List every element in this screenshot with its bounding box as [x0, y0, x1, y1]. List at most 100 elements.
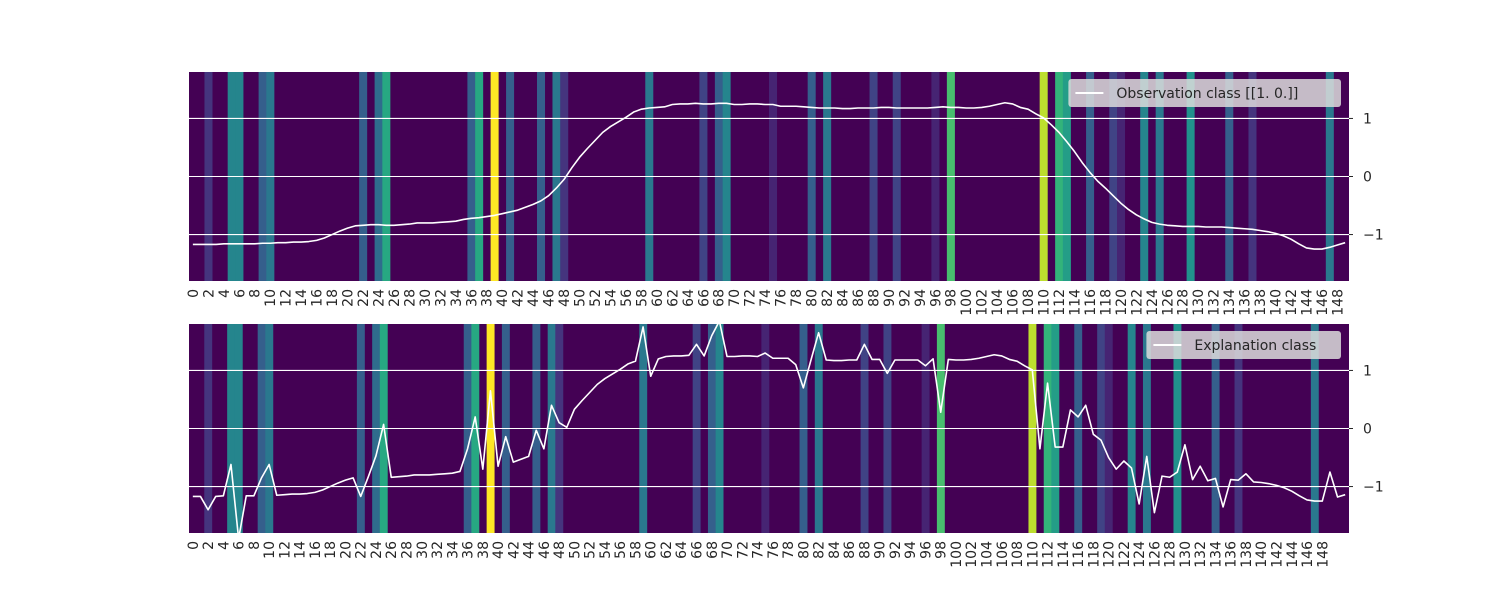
x-tick-label: 12 [279, 289, 295, 307]
x-tick-label: 106 [1006, 289, 1022, 316]
legend-label: Explanation class [1194, 338, 1316, 354]
x-tick-label: 28 [402, 289, 418, 307]
x-tick-label: 24 [371, 289, 387, 307]
x-tick-label: 52 [588, 289, 604, 307]
x-tick-label: 36 [461, 541, 477, 559]
x-tick-label: 112 [1041, 541, 1057, 568]
x-tick-label: 38 [480, 289, 496, 307]
x-tick-label: 42 [511, 289, 527, 307]
x-tick-label: 66 [696, 289, 712, 307]
x-tick-label: 100 [949, 541, 965, 568]
x-tick-label: 136 [1224, 541, 1240, 568]
x-tick-label: 26 [384, 541, 400, 559]
x-tick-label: 86 [842, 541, 858, 559]
x-tick-label: 98 [944, 289, 960, 307]
x-tick-label: 6 [232, 541, 248, 550]
x-tick-label: 146 [1300, 541, 1316, 568]
x-tick-label: 46 [537, 541, 553, 559]
x-tick-label: 60 [650, 289, 666, 307]
x-tick-label: 90 [873, 541, 889, 559]
x-tick-label: 140 [1269, 289, 1285, 316]
x-tick-label: 96 [918, 541, 934, 559]
x-tick-label: 146 [1315, 289, 1331, 316]
x-tick-label: 80 [805, 289, 821, 307]
x-tick-label: 98 [934, 541, 950, 559]
x-tick-label: 46 [542, 289, 558, 307]
x-tick-label: 124 [1145, 289, 1161, 316]
x-tick-label: 50 [573, 289, 589, 307]
x-tick-label: 142 [1270, 541, 1286, 568]
x-tick-label: 4 [216, 541, 232, 550]
x-tick-label: 132 [1207, 289, 1223, 316]
x-tick-label: 20 [338, 541, 354, 559]
x-tick-label: 84 [835, 289, 851, 307]
x-tick-label: 90 [882, 289, 898, 307]
x-tick-label: 116 [1071, 541, 1087, 568]
x-tick-label: 108 [1021, 289, 1037, 316]
chart-panel-1: 10−10 2 4 6 8 10 12 14 16 18 20 22 24 26 28 30 32 34 36 38 4… [186, 72, 1384, 316]
x-tick-label: 64 [674, 541, 690, 559]
x-tick-label: 58 [634, 289, 650, 307]
x-tick-label: 48 [552, 541, 568, 559]
x-tick-label: 114 [1067, 289, 1083, 316]
x-tick-label: 128 [1163, 541, 1179, 568]
x-tick-label: 136 [1238, 289, 1254, 316]
x-tick-label: 10 [263, 289, 279, 307]
x-tick-label: 30 [418, 289, 434, 307]
x-tick-label: 48 [557, 289, 573, 307]
x-tick-label: 18 [323, 541, 339, 559]
x-tick-label: 108 [1010, 541, 1026, 568]
x-tick-label: 28 [400, 541, 416, 559]
x-tick-label: 104 [980, 541, 996, 568]
x-tick-label: 88 [866, 289, 882, 307]
x-tick-label: 118 [1086, 541, 1102, 568]
x-tick-label: 82 [820, 289, 836, 307]
y-tick-label: 0 [1363, 422, 1372, 438]
x-tick-label: 34 [445, 541, 461, 559]
x-tick-label: 120 [1102, 541, 1118, 568]
x-tick-label: 44 [522, 541, 538, 559]
x-tick-label: 22 [354, 541, 370, 559]
x-tick-label: 122 [1117, 541, 1133, 568]
x-tick-label: 102 [975, 289, 991, 316]
x-tick-label: 78 [789, 289, 805, 307]
x-tick-label: 92 [888, 541, 904, 559]
y-tick-label: 0 [1363, 170, 1372, 186]
x-tick-label: 20 [341, 289, 357, 307]
x-tick-label: 134 [1222, 289, 1238, 316]
x-tick-label: 80 [796, 541, 812, 559]
x-tick-label: 114 [1056, 541, 1072, 568]
x-tick-label: 54 [603, 289, 619, 307]
x-tick-label: 8 [247, 541, 263, 550]
x-tick-label: 88 [857, 541, 873, 559]
x-tick-label: 32 [430, 541, 446, 559]
x-tick-label: 118 [1098, 289, 1114, 316]
x-tick-label: 110 [1025, 541, 1041, 568]
x-tick-label: 6 [232, 289, 248, 298]
x-tick-label: 16 [308, 541, 324, 559]
x-tick-label: 0 [186, 289, 202, 298]
x-tick-label: 30 [415, 541, 431, 559]
x-tick-label: 128 [1176, 289, 1192, 316]
x-tick-label: 70 [720, 541, 736, 559]
x-tick-label: 40 [491, 541, 507, 559]
legend-label: Observation class [[1. 0.]] [1116, 86, 1298, 102]
x-tick-label: 104 [990, 289, 1006, 316]
x-tick-label: 10 [262, 541, 278, 559]
x-tick-label: 64 [681, 289, 697, 307]
x-tick-label: 130 [1178, 541, 1194, 568]
x-tick-label: 56 [619, 289, 635, 307]
x-tick-label: 26 [387, 289, 403, 307]
x-tick-label: 140 [1254, 541, 1270, 568]
x-tick-label: 32 [433, 289, 449, 307]
x-tick-label: 126 [1147, 541, 1163, 568]
x-tick-label: 52 [583, 541, 599, 559]
x-tick-label: 36 [464, 289, 480, 307]
x-tick-label: 58 [628, 541, 644, 559]
x-tick-label: 70 [727, 289, 743, 307]
x-tick-label: 60 [644, 541, 660, 559]
x-tick-label: 94 [903, 541, 919, 559]
x-tick-label: 24 [369, 541, 385, 559]
